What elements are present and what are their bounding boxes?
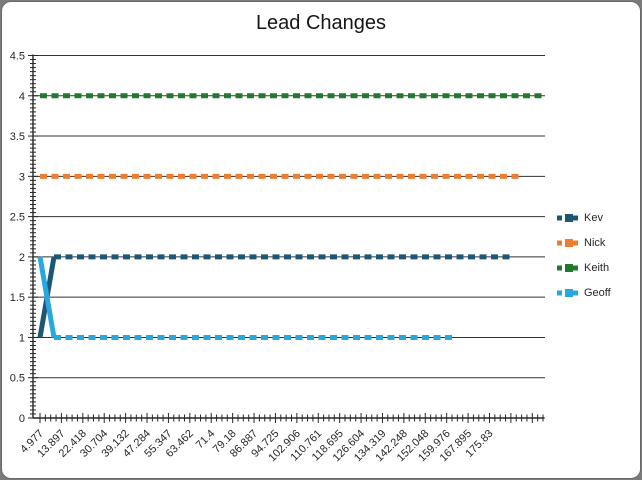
legend-label-kev: Kev <box>584 212 603 224</box>
svg-text:3.5: 3.5 <box>10 131 25 143</box>
svg-text:0: 0 <box>19 413 25 425</box>
legend-label-nick: Nick <box>584 237 606 249</box>
svg-text:2.5: 2.5 <box>10 212 25 224</box>
y-axis-labels: 4.5 4 3.5 3 2.5 2 1.5 1 0.5 0 <box>10 51 25 426</box>
legend-label-keith: Keith <box>584 262 610 274</box>
legend-item-kev: Kev <box>556 212 611 224</box>
legend-item-nick: Nick <box>556 237 611 249</box>
svg-text:2: 2 <box>19 252 25 264</box>
legend-marker-nick-icon <box>557 239 581 247</box>
legend-marker-keith-icon <box>557 264 581 272</box>
legend-marker-kev-icon <box>557 214 581 222</box>
legend-marker-geoff-icon <box>557 289 581 297</box>
svg-text:0.5: 0.5 <box>10 373 25 385</box>
svg-text:4: 4 <box>19 91 25 103</box>
legend-item-keith: Keith <box>556 262 611 274</box>
legend-item-geoff: Geoff <box>556 287 611 299</box>
axes <box>32 54 544 419</box>
series-line-geoff <box>37 256 453 340</box>
svg-text:1: 1 <box>19 332 25 344</box>
axis-ticks <box>28 55 544 423</box>
legend-label-geoff: Geoff <box>584 287 611 299</box>
chart-title: Lead Changes <box>255 12 387 34</box>
svg-text:1.5: 1.5 <box>10 292 25 304</box>
gridlines <box>33 55 545 419</box>
x-axis-labels: 4.97713.89722.41830.70439.13247.28455.34… <box>18 428 495 465</box>
svg-text:4.5: 4.5 <box>10 51 25 63</box>
chart-legend: Kev Nick Keith Geoff <box>556 212 611 299</box>
svg-text:3: 3 <box>19 171 25 183</box>
series-lines <box>37 93 543 340</box>
